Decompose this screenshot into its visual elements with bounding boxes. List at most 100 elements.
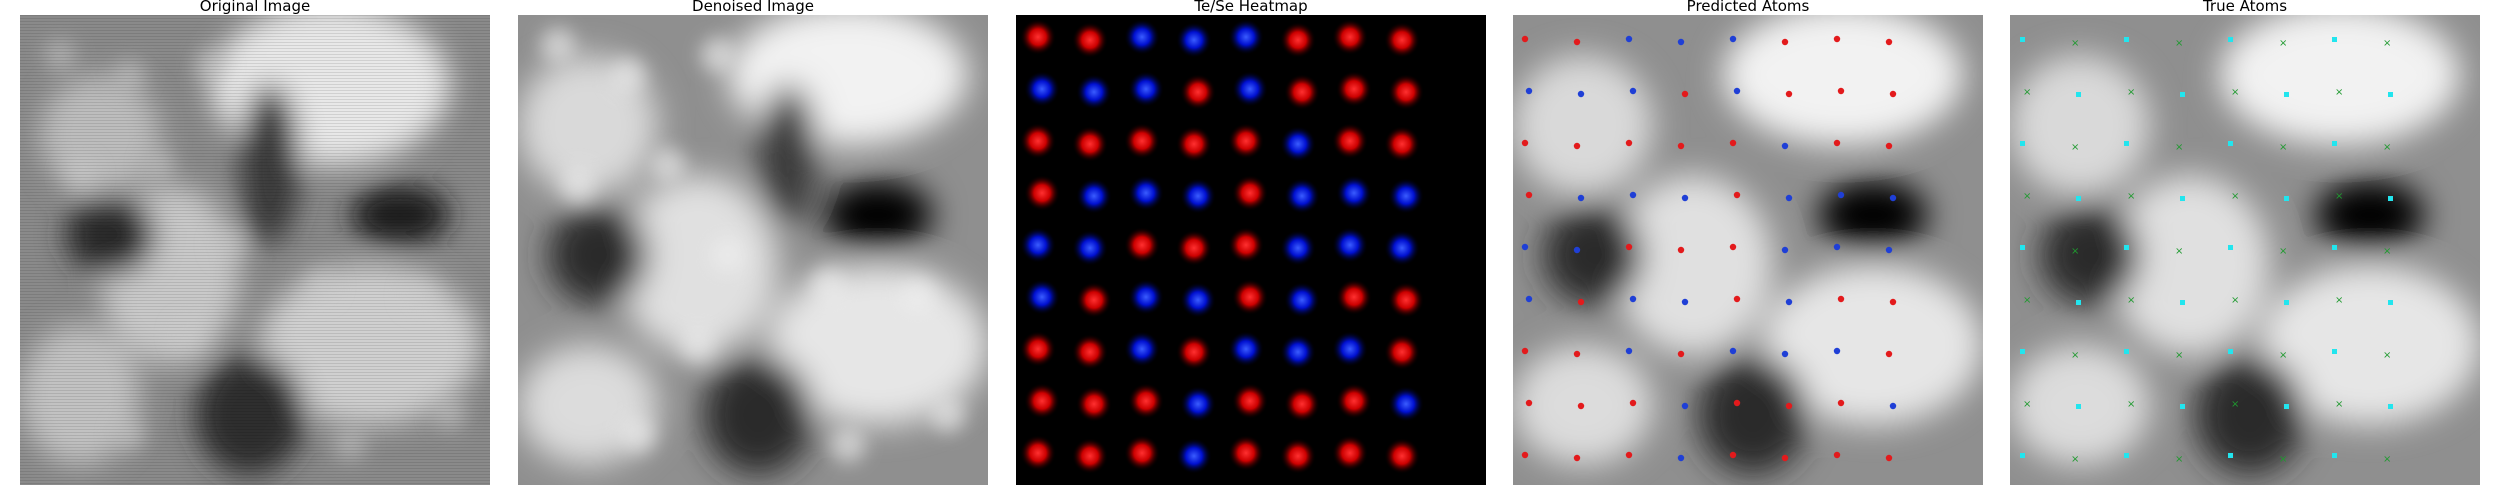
true-atom-marker [2228, 245, 2233, 250]
heatmap-blob [1280, 334, 1316, 370]
true-atom-marker [2228, 141, 2233, 146]
predicted-atom-marker [1729, 243, 1737, 251]
predicted-atom-marker [1837, 87, 1845, 95]
predicted-atom-marker [1781, 350, 1789, 358]
predicted-atom-marker [1833, 347, 1841, 355]
true-atom-marker: × [2175, 142, 2183, 153]
predicted-atom-marker [1837, 399, 1845, 407]
predicted-atom-marker [1681, 298, 1689, 306]
predicted-atom-marker [1577, 402, 1585, 410]
heatmap-blob [1020, 123, 1056, 159]
heatmap-blob [1284, 282, 1320, 318]
predicted-atom-marker [1629, 399, 1637, 407]
true-atom-marker: × [2071, 246, 2079, 257]
panel-title: Te/Se Heatmap [1194, 0, 1308, 15]
heatmap-blob [1388, 282, 1424, 318]
true-atom-marker [2180, 196, 2185, 201]
predicted-atom-marker [1677, 454, 1685, 462]
panel-predicted: Predicted Atoms [1513, 0, 1983, 485]
heatmap-blob [1076, 282, 1112, 318]
heatmap-blob [1284, 178, 1320, 214]
heatmap-blob [1280, 438, 1316, 474]
predicted-atom-marker [1885, 350, 1893, 358]
true-atom-marker [2388, 404, 2393, 409]
panel-title: Predicted Atoms [1686, 0, 1810, 15]
predicted-atom-marker [1781, 38, 1789, 46]
true-atom-marker [2228, 349, 2233, 354]
heatmap-blob [1232, 383, 1268, 419]
predicted-atom-marker [1577, 194, 1585, 202]
heatmap-blob [1072, 126, 1108, 162]
predicted-atom-marker [1525, 295, 1533, 303]
true-atom-marker [2124, 37, 2129, 42]
true-atom-marker [2284, 196, 2289, 201]
true-atom-marker: × [2335, 295, 2343, 306]
heatmap-blob [1232, 71, 1268, 107]
predicted-atom-marker [1625, 451, 1633, 459]
predicted-atom-marker [1521, 451, 1529, 459]
predicted-atom-marker [1525, 191, 1533, 199]
heatmap-blob [1124, 123, 1160, 159]
predicted-atom-marker [1625, 347, 1633, 355]
true-atom-marker [2284, 404, 2289, 409]
true-atom-marker [2076, 196, 2081, 201]
true-atom-marker [2228, 37, 2233, 42]
predicted-atom-marker [1833, 243, 1841, 251]
true-atom-marker [2332, 453, 2337, 458]
predicted-atom-marker [1885, 38, 1893, 46]
true-atom-marker: × [2175, 38, 2183, 49]
predicted-atom-marker [1733, 295, 1741, 303]
true-atom-marker: × [2383, 38, 2391, 49]
predicted-atom-marker [1785, 298, 1793, 306]
heatmap-blob [1128, 279, 1164, 315]
heatmap-blob [1280, 22, 1316, 58]
predicted-atom-marker [1625, 243, 1633, 251]
heatmap-blob [1228, 227, 1264, 263]
true-atom-marker [2228, 453, 2233, 458]
true-atom-marker [2124, 453, 2129, 458]
heatmap-image [1016, 15, 1486, 485]
true-atom-marker [2124, 349, 2129, 354]
predicted-atom-marker [1785, 402, 1793, 410]
heatmap-blob [1332, 331, 1368, 367]
panel-title: Original Image [199, 0, 311, 15]
true-atom-marker [2076, 404, 2081, 409]
true-atom-marker: × [2071, 350, 2079, 361]
predicted-atom-marker [1889, 90, 1897, 98]
predicted-atom-marker [1681, 402, 1689, 410]
true-atom-marker: × [2071, 454, 2079, 465]
predicted-atom-marker [1625, 35, 1633, 43]
heatmap-blob [1228, 435, 1264, 471]
predicted-atom-marker [1889, 402, 1897, 410]
true-atom-marker [2332, 245, 2337, 250]
heatmap-blob [1128, 175, 1164, 211]
true-atom-marker: × [2231, 191, 2239, 202]
heatmap-blob [1336, 383, 1372, 419]
predicted-atom-marker [1729, 35, 1737, 43]
heatmap-blob [1384, 230, 1420, 266]
predicted-atom-marker [1525, 87, 1533, 95]
heatmap-blob [1176, 22, 1212, 58]
heatmap-blob [1232, 175, 1268, 211]
true-atom-marker: × [2023, 87, 2031, 98]
predicted-atom-marker [1733, 87, 1741, 95]
predicted-atom-marker [1729, 139, 1737, 147]
heatmap-blob [1180, 282, 1216, 318]
heatmap-blob [1388, 386, 1424, 422]
true-atom-marker: × [2127, 295, 2135, 306]
heatmap-blob [1020, 227, 1056, 263]
predicted-atom-marker [1833, 35, 1841, 43]
heatmap-blob [1124, 435, 1160, 471]
predicted-atom-marker [1521, 35, 1529, 43]
true-atom-marker [2020, 141, 2025, 146]
heatmap-blob [1280, 126, 1316, 162]
heatmap-blob [1332, 435, 1368, 471]
panel-title: True Atoms [2202, 0, 2288, 15]
predicted-atom-marker [1521, 243, 1529, 251]
true-atom-marker: × [2231, 87, 2239, 98]
predicted-atom-marker [1733, 191, 1741, 199]
heatmap-blob [1180, 178, 1216, 214]
heatmap-blob [1384, 438, 1420, 474]
predicted-atom-marker [1781, 454, 1789, 462]
heatmap-blob [1176, 230, 1212, 266]
